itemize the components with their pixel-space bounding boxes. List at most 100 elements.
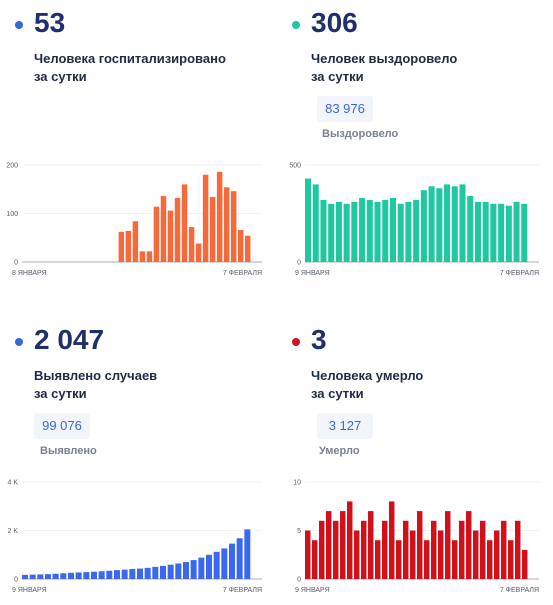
recovered-bar [436,188,443,262]
deaths-bar [501,520,507,579]
cases-x-start-label: 9 ЯНВАРЯ [12,587,47,594]
recovered-bar [335,201,342,262]
recovered-bar [328,203,335,262]
deaths-y-tick-label: 5 [297,528,301,535]
deaths-bar [382,520,388,579]
deaths-total: 3 127 [317,413,373,439]
hospitalized-bar [202,174,209,262]
cases-panel: 2 047 Выявлено случаев за сутки 99 076 В… [0,317,276,605]
deaths-bar [508,540,514,579]
deaths-bar [340,511,346,579]
hospitalized-bar [237,229,244,262]
cases-bar [60,573,67,579]
cases-bar [229,543,235,579]
cases-bar [83,572,90,579]
cases-bar [167,564,174,579]
deaths-bar [354,530,360,579]
recovered-bar [490,203,497,262]
cases-bar [129,569,136,579]
hospitalized-y-tick-label: 200 [6,163,18,170]
recovered-bar [389,197,396,262]
deaths-chart: 0 5 10 9 ЯНВАРЯ 7 ФЕВРАЛЯ [293,480,539,594]
recovered-bar [343,203,350,262]
recovered-bar [374,201,381,262]
hospitalized-bar [153,206,160,262]
hospitalized-dot-icon [15,21,23,29]
cases-bar [183,562,189,579]
hospitalized-y-tick-label: 100 [6,211,18,218]
cases-y-tick-label: 2 K [7,528,18,535]
deaths-bar [326,511,332,579]
recovered-bar [444,184,451,262]
cases-bar [45,574,51,579]
cases-y-tick-label: 4 K [7,480,18,487]
hospitalized-bar [216,171,223,262]
recovered-bar [459,184,466,262]
cases-bar [114,570,120,579]
cases-bar [190,560,197,579]
recovered-bar [451,186,458,262]
recovered-bar [482,201,489,262]
deaths-bar [319,520,325,579]
cases-desc-line2: за сутки [34,386,87,401]
recovered-bar [474,201,481,262]
deaths-bar [424,540,430,579]
deaths-bar [368,511,374,579]
recovered-y-tick-label: 500 [289,163,301,170]
cases-bar [206,554,212,579]
cases-bar [91,571,97,579]
hospitalized-x-start-label: 8 ЯНВАРЯ [12,270,47,277]
deaths-bar [396,540,402,579]
hospitalized-bar [181,184,188,262]
cases-bar [121,569,128,579]
deaths-y-tick-label: 10 [293,480,301,487]
hospitalized-chart: 0 100 200 8 ЯНВАРЯ 7 ФЕВРАЛЯ [6,163,262,277]
recovered-bar [397,203,404,262]
hospitalized-bar [146,251,153,262]
cases-bar [213,551,220,579]
recovered-bar [405,201,412,262]
hospitalized-x-end-label: 7 ФЕВРАЛЯ [223,270,262,277]
deaths-bar [410,530,416,579]
deaths-panel: 3 Человека умерло за сутки 3 127 Умерло … [277,317,553,605]
recovered-description: Человек выздоровело за сутки [311,50,541,86]
deaths-desc-line1: Человека умерло [311,368,424,383]
recovered-total-label: Выздоровело [322,128,399,140]
recovered-bar [382,199,389,262]
cases-bar [22,574,28,579]
deaths-bar [452,540,458,579]
cases-bar [52,573,59,579]
recovered-bar [359,197,366,262]
recovered-x-end-label: 7 ФЕВРАЛЯ [500,270,539,277]
deaths-bar [431,520,437,579]
cases-bar [144,567,151,579]
hospitalized-bar [118,231,125,262]
cases-dot-icon [15,338,23,346]
cases-bar [106,570,113,579]
hospitalized-bar [125,230,132,262]
recovered-bar [366,199,373,262]
cases-bar [29,574,36,579]
cases-bar [98,571,105,579]
hospitalized-value: 53 [34,7,66,38]
recovered-bar [513,201,520,262]
cases-x-end-label: 7 ФЕВРАЛЯ [223,587,262,594]
hospitalized-bar [244,235,251,262]
deaths-bar [473,530,479,579]
deaths-bar [494,530,500,579]
deaths-y-tick-label: 0 [297,577,301,584]
deaths-value: 3 [311,324,327,355]
cases-desc-line1: Выявлено случаев [34,368,158,383]
recovered-bar [521,203,528,262]
hospitalized-desc-line1: Человека госпитализировано [34,51,226,66]
recovered-bar [505,205,512,262]
cases-bar [68,572,74,579]
cases-y-tick-label: 0 [14,577,18,584]
cases-value: 2 047 [34,324,105,355]
deaths-desc-line2: за сутки [311,386,364,401]
deaths-bar [480,520,486,579]
recovered-y-tick-label: 0 [297,260,301,267]
recovered-bar [351,201,358,262]
deaths-total-label: Умерло [319,445,360,457]
recovered-bar [320,199,327,262]
